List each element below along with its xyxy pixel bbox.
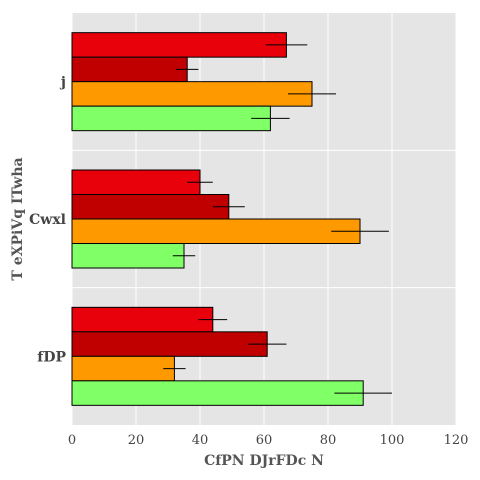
- bar: [71, 169, 201, 195]
- category-label: Cwxl: [29, 212, 66, 228]
- bar: [71, 306, 214, 333]
- bar: [71, 331, 268, 357]
- bar: [71, 56, 188, 83]
- bars: [71, 32, 364, 406]
- bar: [71, 32, 287, 58]
- x-tick-label: 100: [380, 433, 405, 448]
- x-tick-label: 20: [128, 433, 145, 448]
- bar: [71, 380, 364, 406]
- x-tick-label: 120: [444, 433, 469, 448]
- x-axis-title: CfPN DJrFDc N: [204, 453, 324, 469]
- x-tick-label: 60: [256, 433, 273, 448]
- bar: [71, 355, 175, 382]
- bar: [71, 194, 230, 220]
- bar: [71, 243, 185, 269]
- x-tick-label: 40: [192, 433, 209, 448]
- bar: [71, 105, 271, 132]
- y-axis: j Cwxl fDP: [29, 75, 66, 366]
- bar: [71, 81, 313, 107]
- category-label: fDP: [37, 349, 66, 365]
- bar: [71, 218, 361, 244]
- x-tick-label: 80: [320, 433, 337, 448]
- category-label: j: [59, 75, 66, 91]
- x-tick-label: 0: [68, 433, 76, 448]
- error-bars: [163, 44, 392, 394]
- y-axis-title: T eXPiVq ITwha: [10, 157, 26, 280]
- x-axis: 0 20 40 60 80 100 120: [68, 433, 469, 448]
